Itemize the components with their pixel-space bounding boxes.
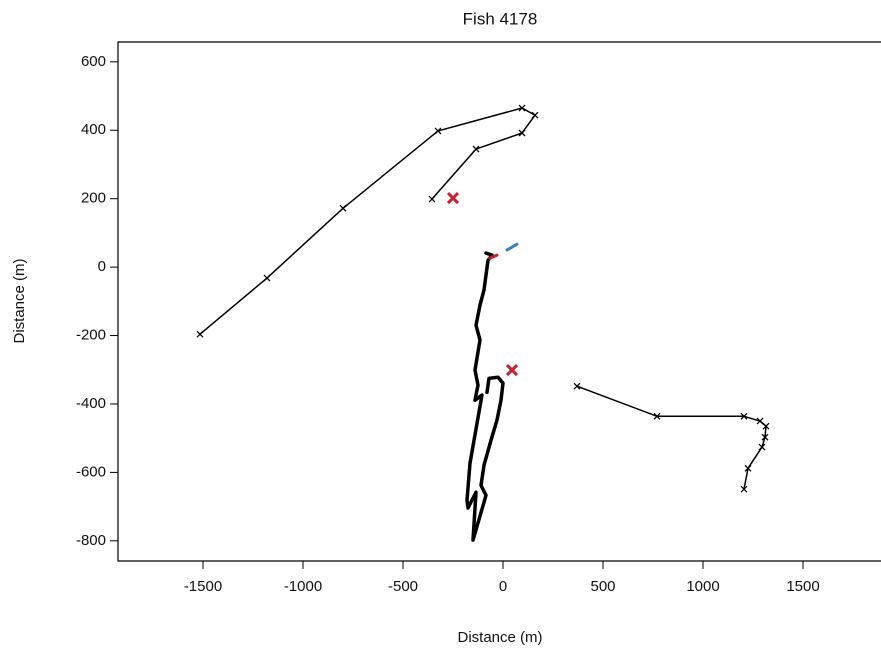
point-marker	[505, 364, 519, 377]
point-marker	[653, 412, 661, 420]
plot-frame	[117, 41, 881, 562]
point-marker	[196, 330, 204, 338]
point-marker	[446, 191, 460, 205]
y-tick-label: 200	[81, 190, 106, 207]
point-marker	[434, 127, 442, 135]
point-marker	[758, 443, 766, 451]
track-line	[576, 385, 767, 490]
point-marker	[518, 129, 526, 137]
point-marker	[744, 464, 752, 472]
point-marker	[518, 104, 526, 112]
x-tick-label: 500	[590, 578, 615, 595]
chart-title: Fish 4178	[463, 9, 538, 28]
point-marker	[740, 485, 748, 493]
x-tick-label: 0	[499, 578, 507, 595]
y-tick-label: 0	[98, 258, 106, 275]
track-line	[465, 251, 505, 542]
x-axis-label: Distance (m)	[457, 629, 542, 646]
point-marker	[531, 111, 539, 119]
x-tick-label: -1500	[184, 578, 222, 595]
y-axis-label: Distance (m)	[11, 258, 28, 343]
y-tick-label: -800	[76, 532, 106, 549]
track-line	[488, 253, 499, 260]
y-tick-label: -600	[76, 463, 106, 480]
point-marker	[339, 204, 347, 212]
y-tick-label: 400	[81, 121, 106, 138]
point-marker	[428, 195, 436, 203]
x-tick-label: 1500	[786, 578, 819, 595]
y-tick-label: -400	[76, 395, 106, 412]
point-marker	[573, 382, 581, 390]
point-marker	[472, 145, 480, 153]
track-line	[505, 242, 519, 252]
point-marker	[263, 274, 271, 282]
y-tick-label: -200	[76, 327, 106, 344]
x-tick-label: 1000	[686, 578, 719, 595]
point-marker	[762, 422, 770, 430]
point-marker	[761, 433, 769, 441]
x-tick-label: -1000	[284, 578, 322, 595]
y-tick-label: 600	[81, 53, 106, 70]
x-tick-label: -500	[388, 578, 418, 595]
point-marker	[740, 412, 748, 420]
point-marker	[756, 417, 764, 425]
track-line	[199, 107, 536, 335]
